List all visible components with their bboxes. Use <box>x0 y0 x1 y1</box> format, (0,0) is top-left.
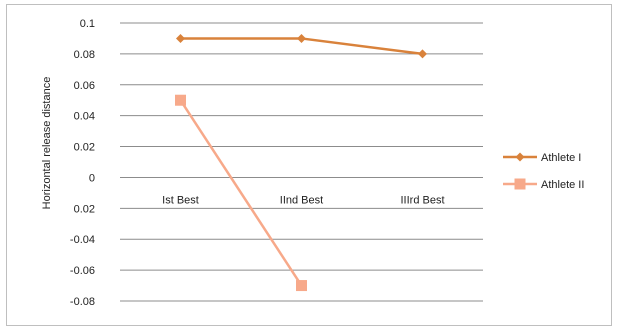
data-point <box>176 33 185 43</box>
y-tick-label: 0.02 <box>74 142 95 154</box>
y-axis-label: Horizontal release distance <box>41 77 53 210</box>
legend-item: Athlete II <box>503 178 584 191</box>
data-point <box>296 280 307 292</box>
series-line <box>179 99 303 287</box>
y-tick-label: 0.1 <box>80 18 95 30</box>
y-tick-label: 0 <box>89 172 95 184</box>
legend-label: Athlete I <box>541 152 581 164</box>
y-axis-tick-labels: 0.1 0.08 0.06 0.04 0.02 0 0.02 -0.04 -0.06 -0.08 <box>70 18 95 308</box>
data-point <box>297 33 306 43</box>
x-tick-label: Ist Best <box>162 194 199 206</box>
chart-frame: 0.1 0.08 0.06 0.04 0.02 0 0.02 -0.04 -0.06 -0.08 … <box>6 4 612 326</box>
y-tick-label: -0.06 <box>70 265 95 277</box>
series-layer <box>175 33 427 292</box>
y-tick-label: -0.08 <box>70 296 95 308</box>
data-point <box>515 152 525 162</box>
series <box>176 33 427 59</box>
y-tick-label: -0.04 <box>70 234 95 246</box>
legend-label: Athlete II <box>541 179 584 191</box>
x-axis-tick-labels: Ist Best IInd Best IIIrd Best <box>162 194 444 206</box>
data-point <box>514 178 526 190</box>
data-point <box>175 94 186 106</box>
legend: Athlete I Athlete II <box>503 152 584 191</box>
grid-lines <box>120 22 483 302</box>
y-tick-label: 0.06 <box>74 80 95 92</box>
legend-item: Athlete I <box>503 152 581 164</box>
y-tick-label: 0.04 <box>74 111 95 123</box>
data-point <box>418 49 427 59</box>
x-tick-label: IInd Best <box>280 194 323 206</box>
series <box>175 94 307 292</box>
x-tick-label: IIIrd Best <box>400 194 444 206</box>
y-tick-label: 0.08 <box>74 49 95 61</box>
line-chart: 0.10.080.060.040.0200.02-0.04-0.06-0.08 … <box>41 18 584 308</box>
y-tick-label: 0.02 <box>74 203 95 215</box>
